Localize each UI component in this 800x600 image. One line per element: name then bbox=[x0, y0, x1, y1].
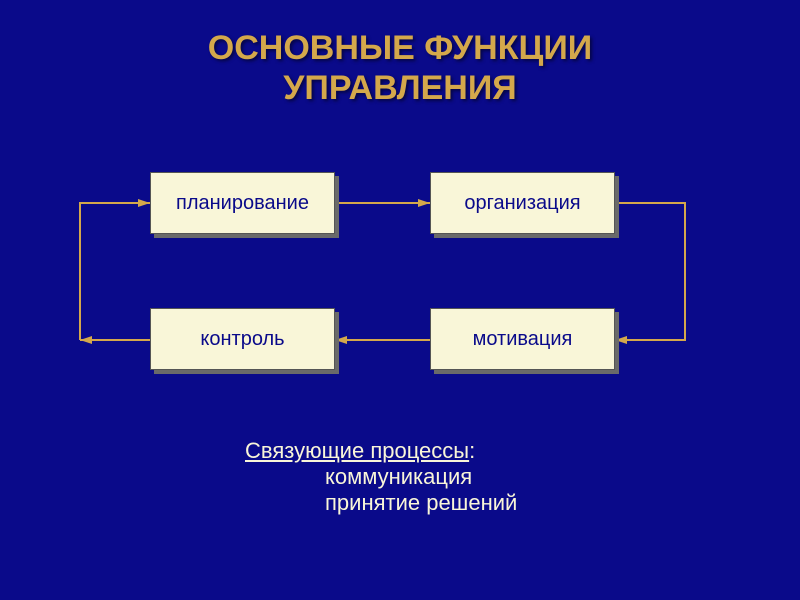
footer-heading-row: Связующие процессы: bbox=[245, 438, 517, 464]
title-line2: УПРАВЛЕНИЯ bbox=[0, 68, 800, 108]
node-motivation: мотивация bbox=[430, 308, 615, 370]
slide: ОСНОВНЫЕ ФУНКЦИИ УПРАВЛЕНИЯ Связующие пр… bbox=[0, 0, 800, 600]
page-title: ОСНОВНЫЕ ФУНКЦИИ УПРАВЛЕНИЯ bbox=[0, 28, 800, 108]
node-label: планирование bbox=[176, 192, 309, 215]
footer-heading: Связующие процессы bbox=[245, 438, 469, 463]
node-label: контроль bbox=[200, 328, 284, 351]
node-planning: планирование bbox=[150, 172, 335, 234]
title-line1: ОСНОВНЫЕ ФУНКЦИИ bbox=[0, 28, 800, 68]
node-label: организация bbox=[464, 192, 580, 215]
node-control: контроль bbox=[150, 308, 335, 370]
node-label: мотивация bbox=[473, 328, 573, 351]
footer-colon: : bbox=[469, 438, 475, 463]
footer-item: принятие решений bbox=[325, 490, 517, 516]
footer-block: Связующие процессы: коммуникацияпринятие… bbox=[245, 438, 517, 516]
node-organization: организация bbox=[430, 172, 615, 234]
footer-items: коммуникацияпринятие решений bbox=[325, 464, 517, 516]
footer-item: коммуникация bbox=[325, 464, 517, 490]
